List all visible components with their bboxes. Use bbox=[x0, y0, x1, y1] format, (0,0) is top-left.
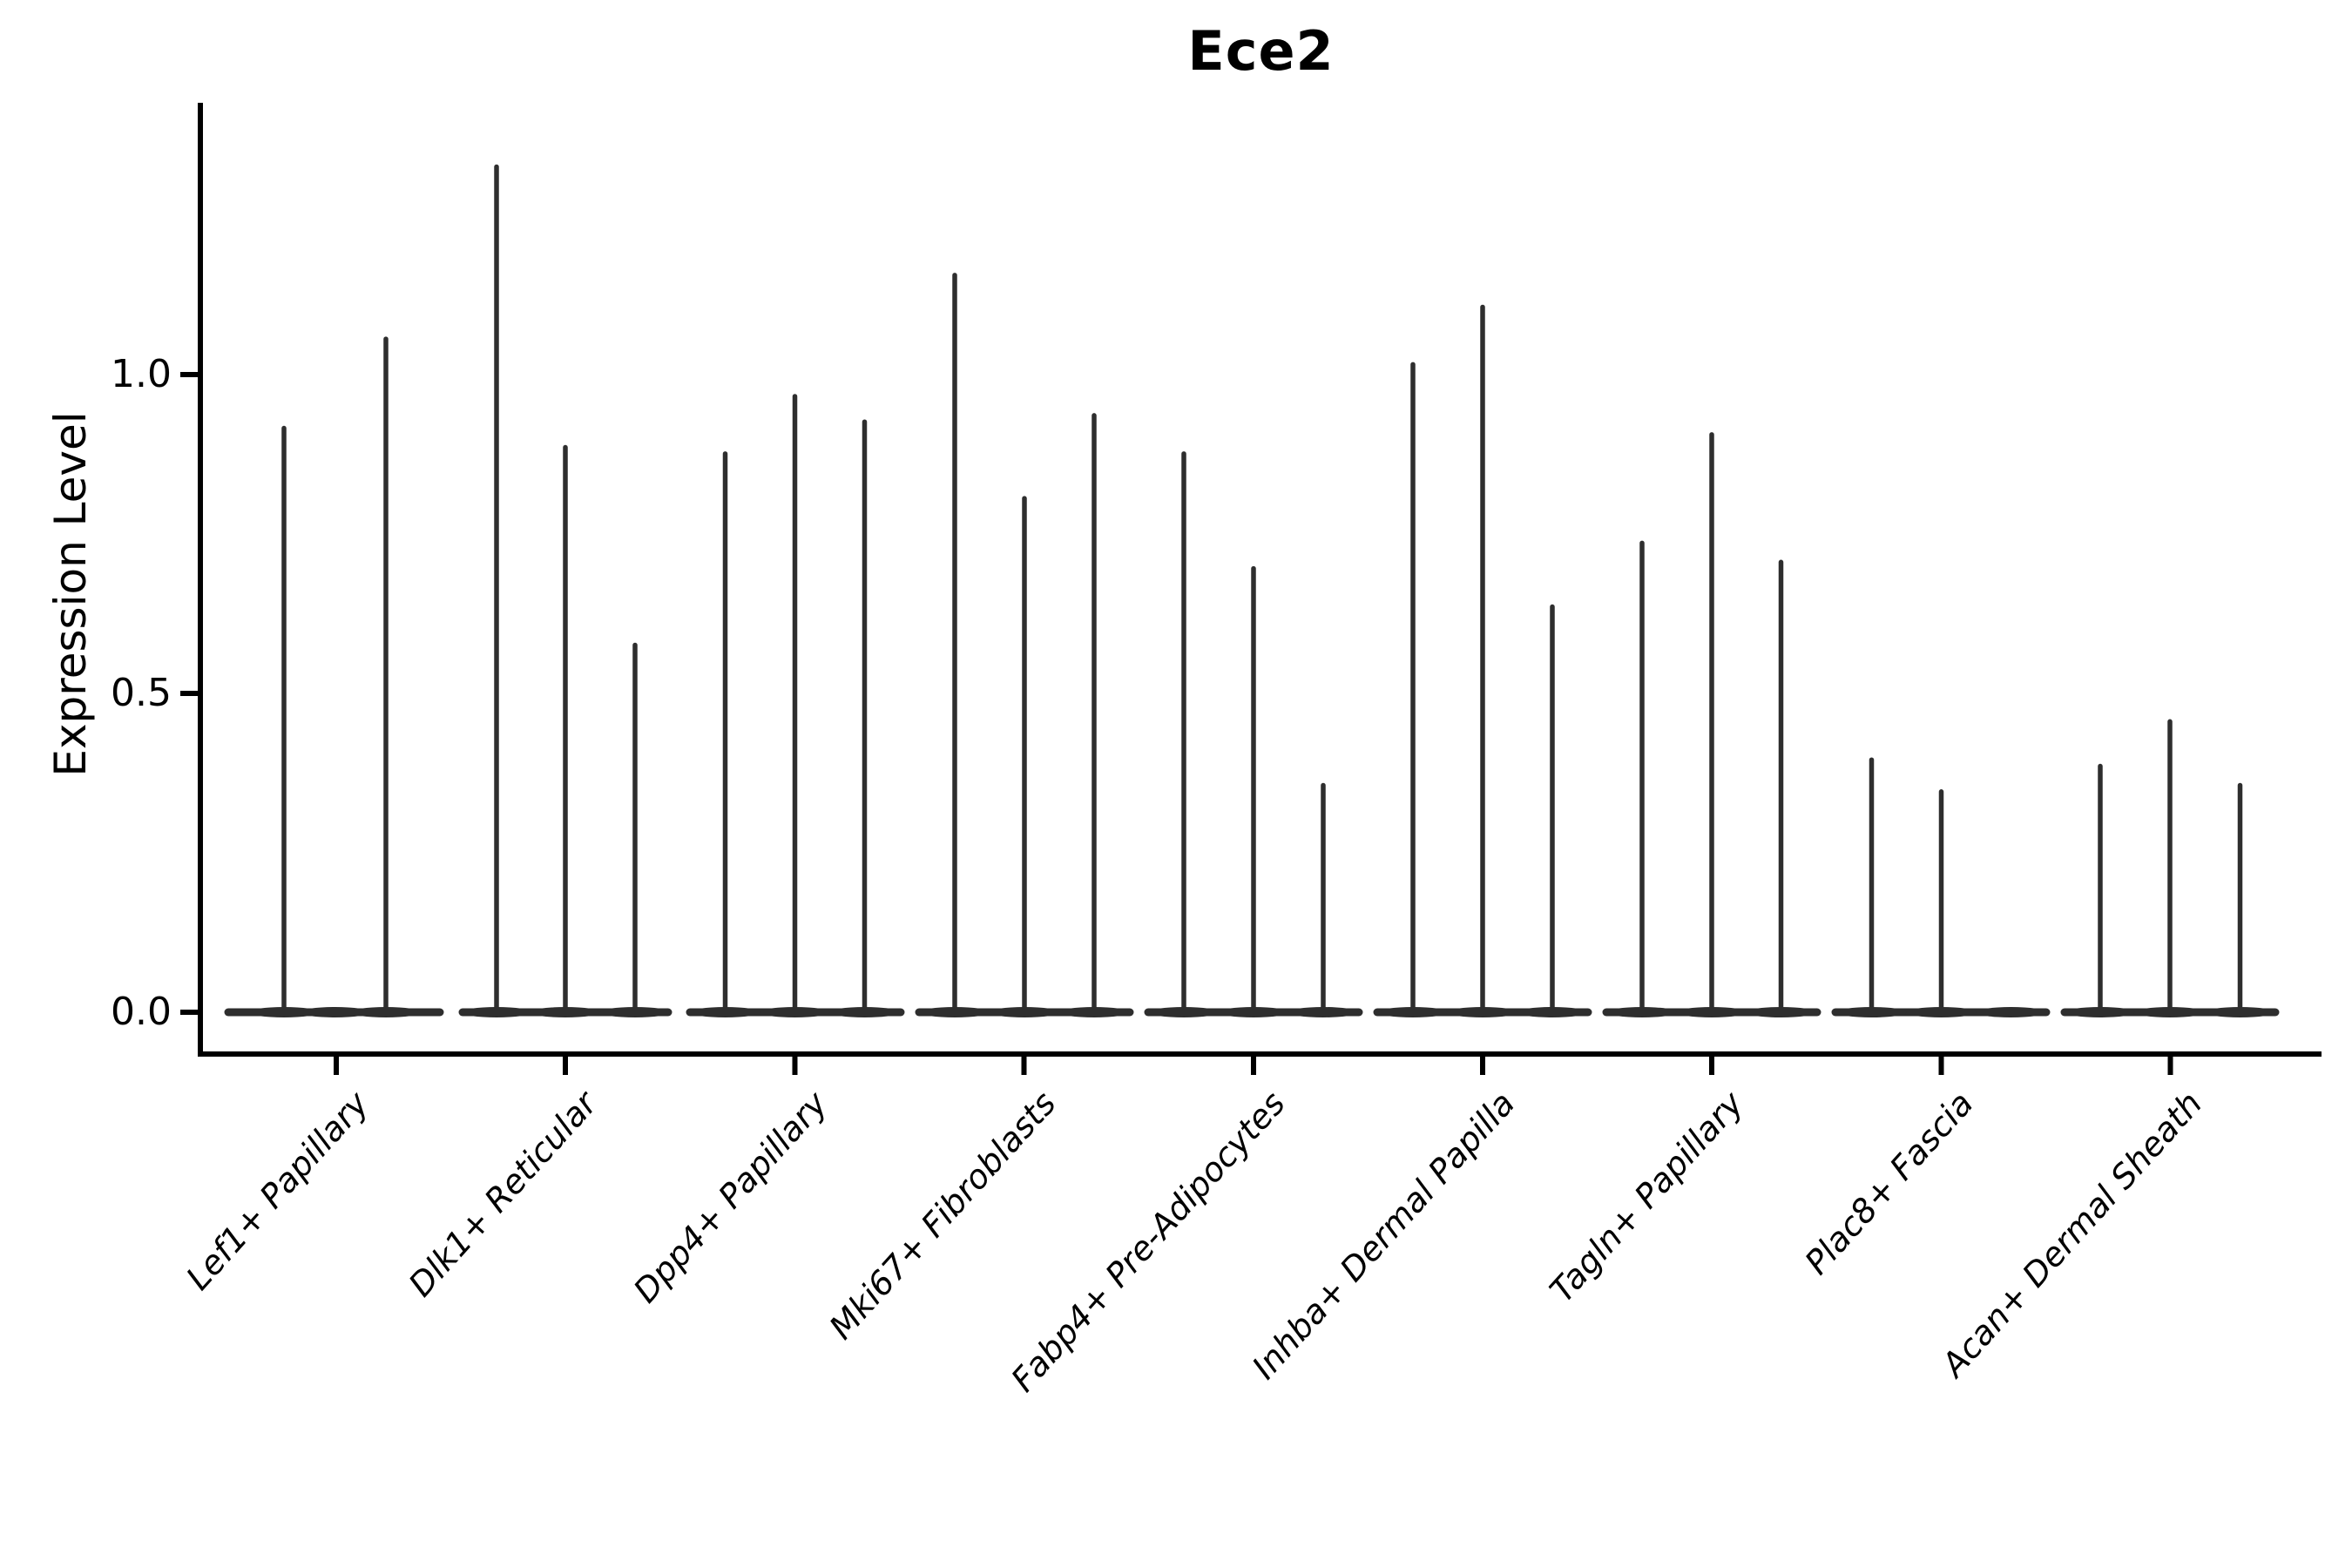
y-tick-label: 0.0 bbox=[111, 990, 172, 1034]
violin-base-bulge bbox=[1976, 1007, 2046, 1017]
y-tick-label: 0.5 bbox=[111, 671, 172, 715]
y-tick-label: 1.0 bbox=[111, 352, 172, 396]
chart-title: Ece2 bbox=[1187, 19, 1335, 83]
violin-base-bulge bbox=[300, 1007, 370, 1017]
y-axis-label: Expression Level bbox=[45, 411, 96, 777]
